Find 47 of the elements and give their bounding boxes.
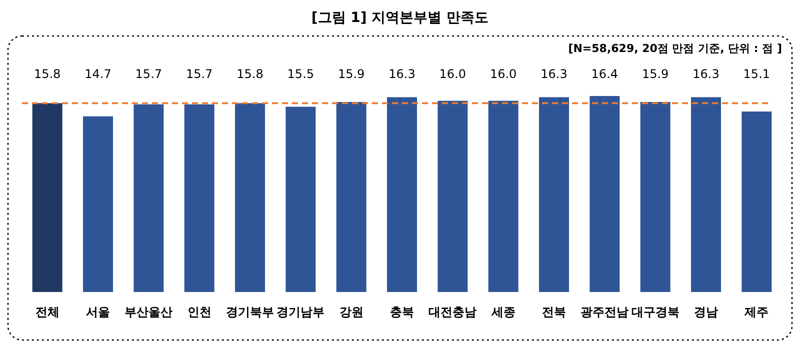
- data-label: 16.0: [439, 67, 466, 81]
- x-tick-label: 강원: [339, 305, 364, 319]
- bar: [134, 104, 164, 292]
- x-tick-label: 경남: [694, 305, 718, 319]
- bar: [590, 96, 620, 292]
- x-tick-label: 경기북부: [226, 305, 274, 319]
- bar: [387, 97, 417, 292]
- bar: [539, 97, 569, 292]
- bar: [691, 97, 721, 292]
- chart-title: [그림 1] 지역본부별 만족도: [311, 10, 489, 26]
- x-tick-label: 인천: [187, 305, 212, 319]
- bar: [742, 112, 772, 292]
- x-tick-label: 세종: [490, 305, 516, 319]
- bar: [640, 102, 670, 292]
- data-label: 16.3: [692, 67, 720, 81]
- bar: [235, 103, 265, 292]
- text: [N=58,629, 20점 만점 기준, 단위 : 점 ]: [568, 42, 782, 55]
- x-tick-label: 전체: [35, 305, 60, 319]
- data-label: 15.8: [34, 67, 61, 81]
- bar: [184, 104, 214, 292]
- x-tick-label: 경기남부: [276, 305, 325, 319]
- bar: [286, 106, 316, 292]
- data-label: 15.7: [186, 67, 213, 81]
- bar: [32, 103, 62, 292]
- data-label: 16.4: [591, 67, 618, 81]
- x-tick-label: 서울: [86, 305, 110, 319]
- x-tick-label: 대구경북: [631, 305, 680, 319]
- data-label: 16.0: [490, 67, 517, 81]
- x-tick-label: 대전충남: [428, 305, 477, 319]
- data-label: 15.1: [743, 67, 770, 81]
- x-tick-label: 제주: [744, 305, 769, 319]
- data-label: 16.3: [388, 67, 416, 81]
- data-label: 15.9: [338, 67, 365, 81]
- bar: [83, 116, 113, 292]
- bar: [438, 100, 468, 292]
- bar: [336, 102, 366, 292]
- x-tick-label: 부산울산: [124, 305, 173, 319]
- data-label: 15.8: [236, 67, 264, 81]
- data-label: 15.5: [287, 67, 314, 81]
- x-tick-label: 전북: [542, 305, 566, 319]
- x-tick-label: 충북: [390, 305, 414, 319]
- data-label: 15.9: [642, 67, 669, 81]
- x-tick-label: 광주전남: [580, 305, 629, 319]
- data-label: 14.7: [84, 67, 112, 81]
- data-label: 16.3: [540, 67, 568, 81]
- data-label: 15.7: [135, 67, 162, 81]
- bar: [488, 100, 518, 292]
